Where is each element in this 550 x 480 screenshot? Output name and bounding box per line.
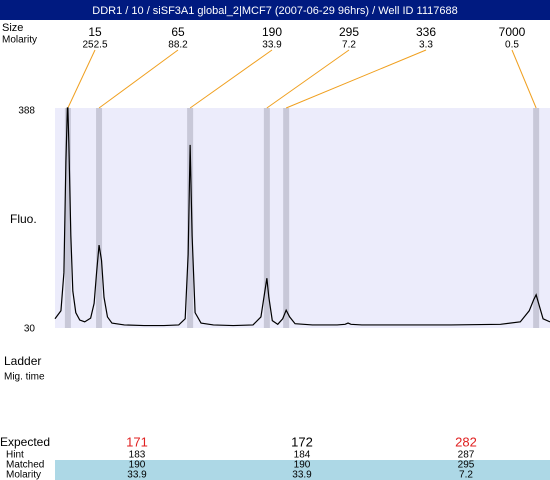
size-label: Size: [2, 22, 23, 34]
matched-band: [55, 460, 550, 480]
peak-molarity: 252.5: [82, 40, 107, 51]
peak-molarity: 7.2: [342, 40, 356, 51]
header-bar: [0, 0, 550, 20]
table-cell: 183: [129, 450, 146, 461]
y-tick-label: 30: [24, 324, 36, 335]
peak-size: 65: [171, 25, 185, 39]
plot-area: [55, 108, 550, 328]
row-label: Matched: [6, 460, 44, 471]
row-label: Hint: [6, 450, 24, 461]
ladder-label: Ladder: [4, 354, 41, 368]
peak-band: [533, 108, 540, 328]
table-cell: 295: [458, 460, 475, 471]
table-cell: 190: [294, 460, 311, 471]
peak-band: [187, 108, 194, 328]
table-cell: 171: [126, 434, 148, 449]
peak-size: 336: [416, 25, 436, 39]
table-cell: 282: [455, 434, 477, 449]
mig-time-label: Mig. time: [4, 372, 45, 383]
molarity-label: Molarity: [2, 35, 37, 46]
table-cell: 33.9: [292, 470, 312, 480]
peak-connector: [266, 49, 350, 109]
peak-molarity: 0.5: [505, 40, 519, 51]
peak-connector: [98, 49, 179, 109]
peak-size: 295: [339, 25, 359, 39]
peak-band: [64, 108, 71, 328]
peak-size: 15: [88, 25, 102, 39]
peak-size: 7000: [499, 25, 526, 39]
table-cell: 287: [458, 450, 475, 461]
peak-connector: [285, 49, 427, 109]
table-cell: 7.2: [459, 470, 473, 480]
peak-molarity: 33.9: [262, 40, 282, 51]
peak-band: [283, 108, 290, 328]
y-tick-label: 388: [18, 106, 35, 117]
peak-connector: [189, 49, 273, 109]
peak-size: 190: [262, 25, 282, 39]
table-cell: 172: [291, 434, 313, 449]
table-cell: 190: [129, 460, 146, 471]
row-label: Expected: [0, 435, 50, 449]
row-label: Molarity: [6, 470, 41, 480]
peak-connector: [511, 49, 537, 109]
peak-band: [263, 108, 270, 328]
y-label: Fluo.: [10, 212, 37, 226]
trace: [54, 107, 550, 327]
peak-band: [96, 108, 103, 328]
table-cell: 33.9: [127, 470, 147, 480]
table-cell: 184: [294, 450, 311, 461]
peak-connector: [67, 49, 96, 109]
peak-molarity: 3.3: [419, 40, 433, 51]
peak-molarity: 88.2: [168, 40, 188, 51]
header-title: DDR1 / 10 / siSF3A1 global_2|MCF7 (2007-…: [92, 5, 457, 17]
